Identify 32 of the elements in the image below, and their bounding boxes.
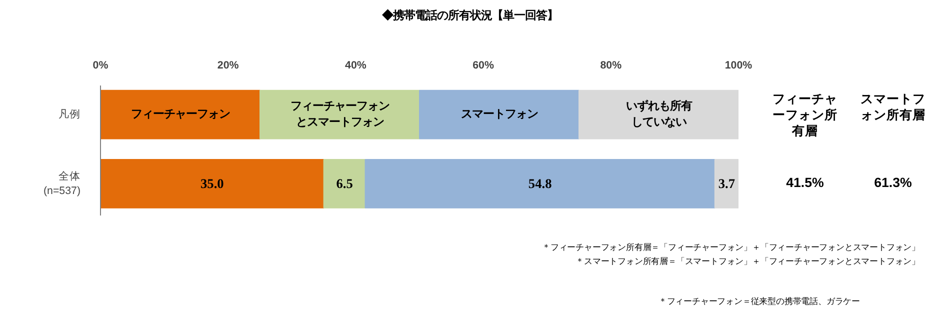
bar	[578, 90, 738, 140]
series-label: スマートフォン	[460, 108, 538, 121]
text: ＊スマートフォン所有層＝「スマートフォン」＋「フィーチャーフォンとスマートフォン」	[576, 256, 920, 268]
y-tick-label: 全体 (n=537)	[43, 170, 81, 197]
data-label: 54.8	[528, 176, 552, 192]
text: 41.5%	[785, 174, 825, 192]
bar	[714, 158, 738, 208]
text: ＊フィーチャーフォン＝従来型の携帯電話、ガラケー	[658, 296, 860, 308]
series-label: フィーチャーフォン	[130, 108, 230, 121]
x-tick-label: 20%	[217, 60, 240, 72]
text: ＊フィーチャーフォン所有層＝「フィーチャーフォン」＋「フィーチャーフォンとスマートフォン」	[542, 242, 920, 254]
x-tick-label: 80%	[600, 60, 622, 72]
series-label: フィーチャーフォンとスマートフォン	[290, 100, 390, 128]
bar	[100, 90, 260, 140]
bar	[100, 158, 324, 208]
text: フィーチャーフォン所有層	[772, 92, 838, 140]
bar	[364, 158, 716, 208]
x-tick-label: 40%	[345, 60, 367, 72]
text: スマートフォン所有層	[860, 92, 926, 124]
bar	[419, 90, 580, 140]
data-label: 6.5	[336, 176, 354, 192]
bar	[260, 90, 420, 140]
text: 61.3%	[873, 174, 913, 192]
data-label: 35.0	[200, 176, 224, 192]
x-tick-label: 0%	[92, 60, 109, 72]
bar	[323, 158, 366, 208]
x-tick-label: 60%	[472, 60, 494, 72]
x-tick-label: 100%	[724, 60, 753, 72]
y-tick-label: 凡例	[58, 108, 80, 121]
chart-title: ◆携帯電話の所有状況【単一回答】	[381, 8, 559, 23]
data-label: 3.7	[718, 176, 736, 192]
series-label: いずれも所有していない	[626, 100, 692, 128]
